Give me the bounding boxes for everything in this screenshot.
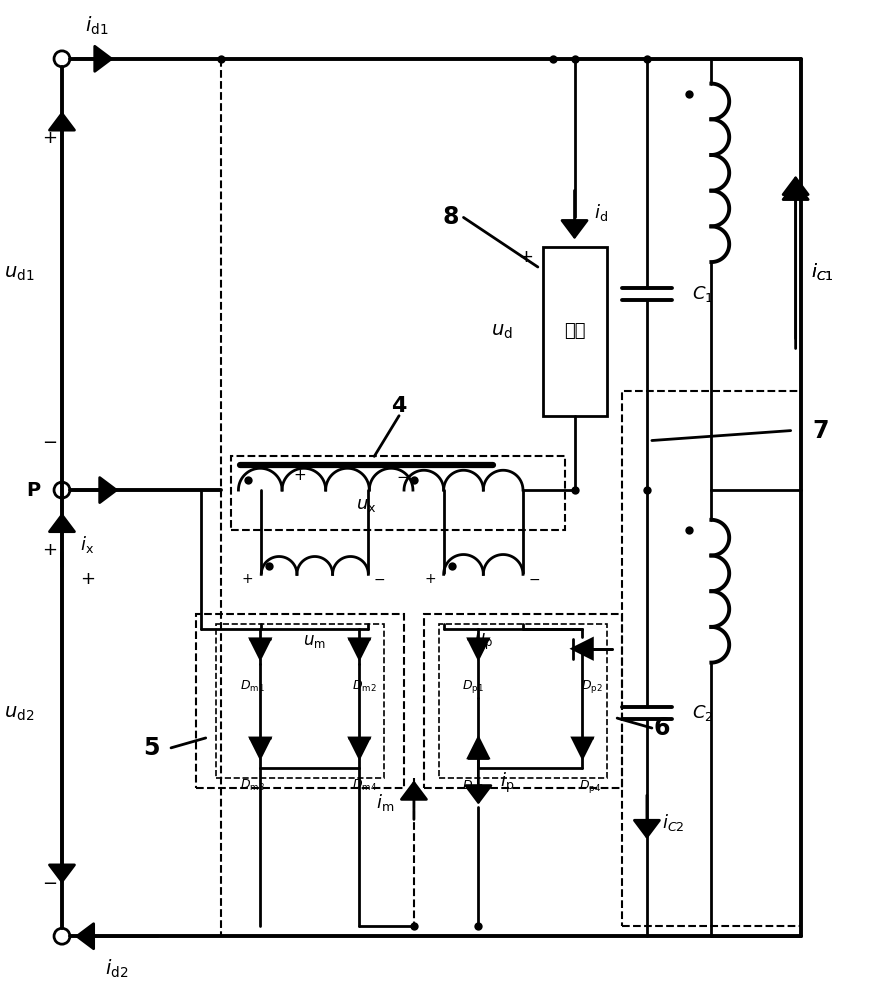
Bar [622, 391, 800, 926]
Text: $+$: $+$ [518, 248, 533, 266]
Text: $D_{\rm p1}$: $D_{\rm p1}$ [462, 678, 484, 695]
Text: $+$: $+$ [42, 129, 57, 147]
Text: $D_{\rm m2}$: $D_{\rm m2}$ [352, 678, 377, 694]
Text: 7: 7 [813, 419, 829, 443]
Text: $u_{\rm p}$: $u_{\rm p}$ [474, 632, 493, 652]
Text: $D_{\rm m1}$: $D_{\rm m1}$ [240, 678, 265, 694]
Text: $i_{\rm d}$: $i_{\rm d}$ [594, 202, 608, 223]
Bar [543, 247, 607, 416]
Text: $i_{\rm m}$: $i_{\rm m}$ [376, 792, 395, 813]
Polygon shape [250, 639, 270, 659]
Text: $i_{C2}$: $i_{C2}$ [662, 812, 684, 833]
Text: $D_{\rm m4}$: $D_{\rm m4}$ [352, 778, 377, 793]
Polygon shape [250, 738, 270, 758]
Text: $-$: $-$ [42, 873, 57, 891]
Text: 8: 8 [442, 205, 459, 229]
Polygon shape [573, 639, 593, 659]
Text: $-$: $-$ [396, 468, 409, 483]
Bar [230, 456, 565, 530]
Text: 6: 6 [653, 716, 670, 740]
Bar [439, 624, 607, 778]
Polygon shape [349, 639, 369, 659]
Text: $i_{C1}$: $i_{C1}$ [811, 261, 833, 282]
Text: 负载: 负载 [564, 322, 586, 340]
Text: 5: 5 [143, 736, 159, 760]
Text: $-$: $-$ [42, 432, 57, 450]
Text: $D_{\rm p2}$: $D_{\rm p2}$ [581, 678, 603, 695]
Text: $+$: $+$ [80, 570, 95, 588]
Text: $u_{\rm d}$: $u_{\rm d}$ [491, 322, 513, 341]
Text: $C_1$: $C_1$ [692, 284, 713, 304]
Text: $u_{\rm x}$: $u_{\rm x}$ [356, 496, 376, 514]
Text: $u_{\rm m}$: $u_{\rm m}$ [303, 632, 326, 650]
Polygon shape [468, 738, 488, 758]
Text: $-$: $-$ [528, 572, 541, 586]
Text: $+$: $+$ [242, 572, 254, 586]
Polygon shape [573, 738, 593, 758]
Text: $i_{\rm x}$: $i_{\rm x}$ [80, 534, 94, 555]
Bar [196, 614, 404, 788]
Text: $i_{C1}$: $i_{C1}$ [811, 261, 833, 282]
Text: $u_{\rm d1}$: $u_{\rm d1}$ [3, 264, 34, 283]
Polygon shape [349, 738, 369, 758]
Text: $D_{\rm p4}$: $D_{\rm p4}$ [580, 778, 601, 795]
Bar [216, 624, 384, 778]
Text: $D_{\rm m3}$: $D_{\rm m3}$ [240, 778, 265, 793]
Text: P: P [26, 481, 40, 500]
Text: $i_{\rm d1}$: $i_{\rm d1}$ [85, 15, 109, 37]
Polygon shape [468, 639, 488, 659]
Text: $+$: $+$ [42, 541, 57, 559]
Text: 4: 4 [391, 396, 407, 416]
Text: $D_{\rm p3}$: $D_{\rm p3}$ [462, 778, 484, 795]
Text: $+$: $+$ [294, 468, 307, 483]
Text: $i_{\rm d2}$: $i_{\rm d2}$ [105, 958, 128, 980]
Text: $-$: $-$ [374, 572, 386, 586]
Text: $u_{\rm d2}$: $u_{\rm d2}$ [4, 704, 34, 723]
Text: $i_{\rm p}$: $i_{\rm p}$ [501, 770, 514, 795]
Text: $+$: $+$ [423, 572, 435, 586]
Text: $C_2$: $C_2$ [692, 703, 713, 723]
Bar [424, 614, 622, 788]
